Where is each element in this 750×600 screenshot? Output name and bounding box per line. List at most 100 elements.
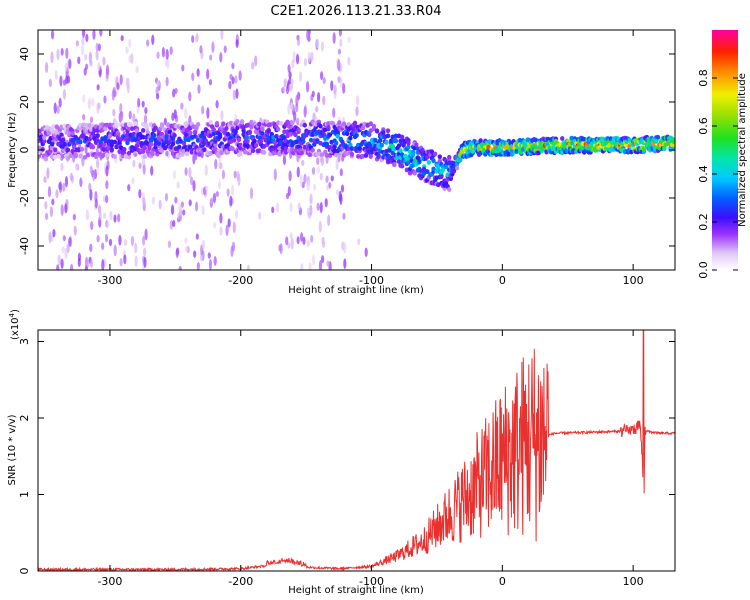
heatmap-cell bbox=[253, 142, 259, 148]
heatmap-cell bbox=[178, 215, 183, 222]
heatmap-marks bbox=[38, 30, 675, 270]
heatmap-cell bbox=[330, 175, 334, 182]
heatmap-cell bbox=[221, 121, 226, 127]
heatmap-cell bbox=[66, 75, 71, 84]
heatmap-cell bbox=[51, 198, 55, 206]
heatmap-cell bbox=[220, 30, 224, 40]
heatmap-cell bbox=[177, 144, 182, 150]
heatmap-cell bbox=[290, 78, 294, 85]
heatmap-cell bbox=[431, 166, 436, 172]
heatmap-cell bbox=[130, 53, 134, 65]
heatmap-cell bbox=[127, 184, 131, 192]
heatmap-cell bbox=[342, 82, 346, 94]
heatmap-cell bbox=[42, 138, 47, 144]
heatmap-cell bbox=[214, 121, 220, 126]
heatmap-cell bbox=[308, 262, 312, 270]
heatmap-cell bbox=[303, 106, 307, 118]
heatmap-cell bbox=[337, 58, 341, 71]
heatmap-cell bbox=[188, 199, 192, 207]
heatmap-cell bbox=[144, 228, 148, 241]
heatmap-cell bbox=[319, 172, 323, 181]
heatmap-cell bbox=[381, 130, 386, 136]
heatmap-cell bbox=[390, 150, 395, 156]
heatmap-cell bbox=[173, 109, 177, 119]
heatmap-cell bbox=[89, 243, 93, 253]
heatmap-cell bbox=[178, 203, 182, 212]
heatmap-cell bbox=[213, 146, 218, 152]
heatmap-cell bbox=[132, 159, 136, 168]
heatmap-cell bbox=[118, 234, 122, 246]
heatmap-cell bbox=[77, 257, 81, 268]
heatmap-cell bbox=[89, 165, 93, 175]
heatmap-cell bbox=[486, 144, 491, 150]
heatmap-cell bbox=[282, 154, 287, 166]
heatmap-cell bbox=[151, 133, 157, 139]
heatmap-cell bbox=[368, 154, 373, 159]
heatmap-cell bbox=[189, 176, 194, 186]
heatmap-cell bbox=[205, 185, 209, 192]
heatmap-cell bbox=[75, 40, 79, 47]
heatmap-cell bbox=[440, 167, 446, 173]
heatmap-cell bbox=[197, 152, 202, 157]
heatmap-cell bbox=[196, 262, 200, 270]
heatmap-cell bbox=[321, 255, 325, 264]
heatmap-cell bbox=[58, 181, 63, 194]
heatmap-cell bbox=[211, 127, 216, 132]
heatmap-cell bbox=[313, 183, 317, 191]
heatmap-cell bbox=[230, 146, 235, 152]
heatmap-cell bbox=[102, 56, 106, 66]
heatmap-cell bbox=[131, 177, 135, 185]
heatmap-cell bbox=[285, 236, 289, 246]
heatmap-cell bbox=[156, 141, 162, 146]
heatmap-cell bbox=[307, 51, 311, 63]
heatmap-cell bbox=[307, 152, 312, 158]
heatmap-cell bbox=[318, 123, 323, 129]
heatmap-cell bbox=[232, 137, 237, 143]
heatmap-cell bbox=[192, 129, 198, 135]
heatmap-cell bbox=[303, 57, 308, 67]
heatmap-cell bbox=[70, 263, 74, 270]
heatmap-cell bbox=[296, 166, 300, 178]
heatmap-cell bbox=[138, 162, 142, 169]
heatmap-cell bbox=[133, 152, 138, 157]
heatmap-cell bbox=[137, 97, 141, 108]
heatmap-cell bbox=[223, 45, 227, 54]
heatmap-cell bbox=[231, 62, 235, 70]
heatmap-cell bbox=[195, 137, 201, 143]
heatmap-cell bbox=[73, 225, 77, 236]
heatmap-cell bbox=[95, 133, 100, 139]
heatmap-cell bbox=[96, 235, 100, 243]
heatmap-cell bbox=[85, 33, 89, 43]
heatmap-cell bbox=[208, 79, 213, 86]
heatmap-cell bbox=[318, 260, 323, 270]
heatmap-cell bbox=[134, 128, 140, 134]
heatmap-cell bbox=[184, 237, 188, 245]
heatmap-cell bbox=[224, 126, 229, 131]
heatmap-cell bbox=[81, 156, 85, 167]
heatmap-cell bbox=[278, 244, 282, 252]
heatmap-cell bbox=[309, 193, 313, 205]
heatmap-cell bbox=[406, 140, 411, 146]
heatmap-cell bbox=[155, 93, 160, 100]
heatmap-cell bbox=[172, 169, 177, 180]
heatmap-cell bbox=[181, 64, 185, 72]
heatmap-cell bbox=[101, 142, 107, 148]
heatmap-cell bbox=[239, 119, 245, 125]
heatmap-cell bbox=[332, 144, 337, 150]
heatmap-cell bbox=[406, 144, 411, 150]
heatmap-cell bbox=[458, 157, 463, 163]
heatmap-cell bbox=[106, 220, 110, 229]
heatmap-cell bbox=[655, 134, 661, 140]
heatmap-cell bbox=[322, 77, 326, 84]
heatmap-cell bbox=[306, 30, 310, 41]
heatmap-cell bbox=[64, 203, 68, 214]
heatmap-cell bbox=[296, 117, 300, 126]
heatmap-cell bbox=[306, 179, 310, 192]
heatmap-cell bbox=[319, 201, 323, 214]
heatmap-cell bbox=[354, 133, 359, 138]
heatmap-cell bbox=[431, 158, 436, 164]
heatmap-cell bbox=[279, 121, 284, 126]
colorbar-gradient bbox=[712, 30, 738, 270]
heatmap-cell bbox=[263, 137, 268, 143]
heatmap-x-tick-label: -300 bbox=[97, 274, 122, 287]
